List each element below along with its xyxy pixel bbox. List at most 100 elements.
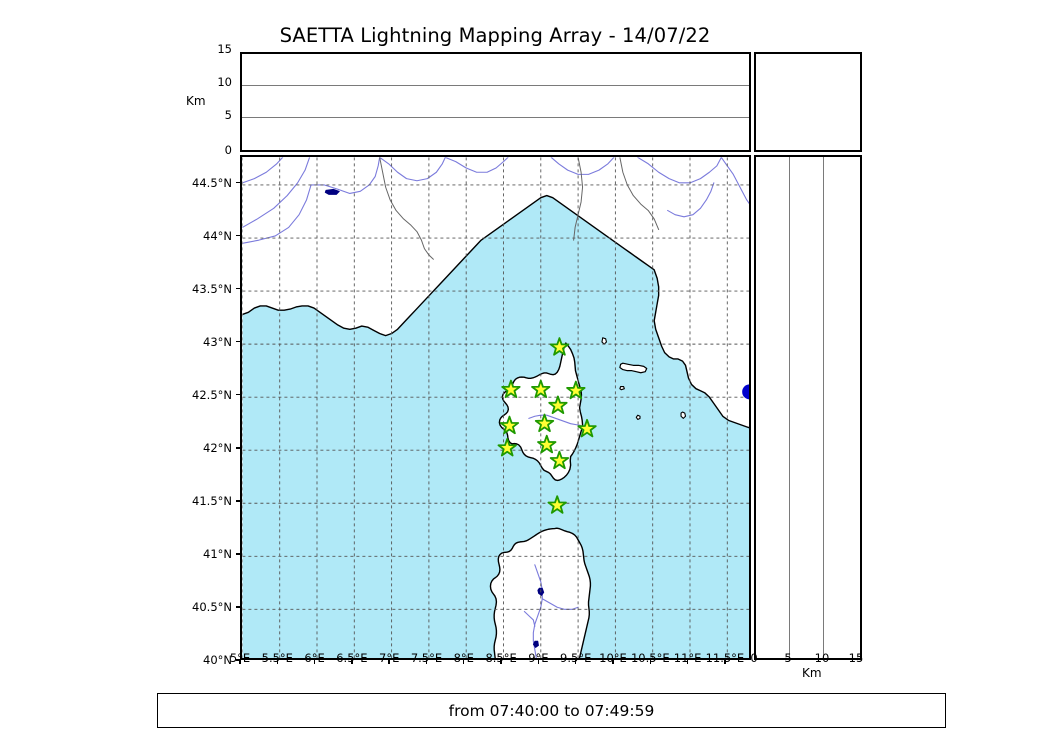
map-latitude-tickmark	[236, 181, 240, 184]
map-longitude-tickmark	[276, 660, 278, 664]
top-panel-ytick-10: 10	[217, 75, 232, 89]
river-0	[242, 157, 310, 228]
map-latitude-tick-label: 41°N	[203, 546, 232, 561]
river-6	[550, 157, 615, 175]
border-2	[618, 157, 659, 230]
right-panel-xlabel: Km	[802, 666, 822, 680]
map-latitude-tickmark	[236, 234, 240, 237]
lma-station-marker	[497, 437, 517, 457]
map-longitude-tick-label: 11.5°E	[705, 651, 745, 665]
river-7	[636, 157, 722, 184]
vhf-source-marker	[741, 383, 749, 399]
lma-station-marker	[565, 380, 586, 399]
map-latitude-tickmark	[236, 341, 240, 343]
montecristo-island	[635, 414, 641, 420]
map-longitude-tick-label: 9.5°E	[560, 651, 592, 665]
lma-station-marker	[577, 418, 597, 437]
status-bar: from 07:40:00 to 07:49:59	[157, 693, 946, 728]
map-longitude-tick-label: 10°E	[599, 651, 627, 665]
map-latitude-tick-label: 43.5°N	[192, 281, 232, 296]
map-longitude-tick-label: 8.5°E	[485, 651, 517, 665]
top-panel-ylabel: Km	[186, 94, 206, 108]
right-panel-xtick-15: 15	[848, 651, 864, 665]
giglio-island	[680, 411, 686, 419]
right-panel-xtick-5: 5	[784, 651, 792, 665]
map-longitude-tickmark	[463, 660, 465, 664]
map-longitude-tick-label: 11°E	[673, 651, 702, 665]
page-title: SAETTA Lightning Mapping Array - 14/07/2…	[279, 24, 711, 47]
river-5	[242, 157, 283, 184]
lma-station-marker	[530, 379, 551, 398]
altitude-vs-latitude-panel	[754, 155, 862, 660]
map-longitude-tickmark	[574, 660, 577, 664]
map-longitude-tick-label: 6.5°E	[336, 651, 368, 665]
border-0	[378, 157, 434, 260]
river-4	[444, 157, 509, 173]
map-longitude-tick-label: 9°E	[528, 651, 549, 665]
lma-station-marker	[534, 413, 554, 432]
lma-station-marker	[500, 379, 521, 398]
map-longitude-tick-label: 6°E	[304, 651, 325, 665]
top-panel-ytick-15: 15	[217, 42, 232, 56]
altitude-vs-longitude-panel	[240, 52, 751, 152]
top-panel-ytick-0: 0	[224, 143, 232, 157]
lma-station-marker	[549, 450, 569, 469]
map-longitude-tick-label: 8°E	[453, 651, 474, 665]
map-latitude-tickmark	[236, 606, 240, 608]
european-mainland-fill	[242, 157, 749, 428]
map-latitude-tick-label: 42°N	[203, 440, 232, 455]
map-latitude-tick-label: 41.5°N	[192, 493, 232, 508]
map-longitude-tickmark	[649, 660, 651, 664]
map-latitude-tickmark	[236, 287, 240, 290]
map-latitude-tickmark	[236, 553, 240, 555]
european-coastline	[242, 194, 749, 429]
map-longitude-tickmark	[425, 660, 428, 664]
lma-station-marker	[547, 494, 567, 514]
river-13	[523, 610, 535, 627]
map-longitude-tick-label: 5°E	[229, 651, 251, 665]
river-10	[527, 414, 581, 426]
map-longitude-tickmark	[686, 660, 689, 664]
map-latitude-tick-label: 44°N	[203, 228, 232, 243]
map-longitude-tickmark	[537, 660, 540, 664]
map-longitude-tickmark	[239, 660, 241, 664]
map-longitude-tick-label: 10.5°E	[630, 651, 670, 665]
map-latitude-tickmark	[236, 394, 240, 396]
river-2	[310, 157, 380, 194]
status-text: from 07:40:00 to 07:49:59	[448, 701, 655, 720]
map-latitude-tick-label: 44.5°N	[192, 175, 232, 190]
map-latitude-tickmark	[236, 659, 240, 661]
map-longitude-tick-label: 7°E	[379, 651, 400, 665]
elba-island	[618, 362, 647, 373]
map-longitude-tickmark	[724, 660, 726, 664]
map-latitude-tick-label: 43°N	[203, 334, 232, 349]
map-latitude-tick-label: 40.5°N	[192, 599, 232, 614]
lma-station-marker	[536, 434, 557, 453]
lma-station-marker	[547, 395, 568, 414]
right-panel-xtick-0: 0	[750, 651, 758, 665]
corner-panel	[754, 52, 862, 152]
map-latitude-tickmark	[236, 500, 240, 502]
river-9	[666, 181, 715, 217]
map-panel[interactable]	[240, 155, 751, 660]
river-1	[242, 184, 312, 244]
map-latitude-tick-label: 40°N	[203, 653, 232, 667]
map-latitude-tickmark	[236, 447, 240, 449]
map-longitude-tickmark	[388, 660, 390, 664]
top-panel-ytick-5: 5	[224, 108, 232, 122]
map-graphic	[242, 157, 749, 658]
lma-station-marker	[499, 415, 519, 434]
map-longitude-tick-label: 7.5°E	[410, 651, 443, 665]
lake-1	[532, 640, 539, 648]
map-longitude-tickmark	[612, 660, 614, 664]
river-11	[532, 563, 543, 658]
river-8	[720, 157, 749, 205]
lma-station-marker	[549, 336, 569, 356]
pianosa-island	[618, 385, 625, 390]
map-longitude-tickmark	[313, 660, 316, 664]
map-longitude-tickmark	[500, 660, 502, 664]
border-1	[572, 157, 583, 241]
map-latitude-tick-label: 42.5°N	[192, 387, 232, 402]
lake-2	[324, 188, 340, 195]
